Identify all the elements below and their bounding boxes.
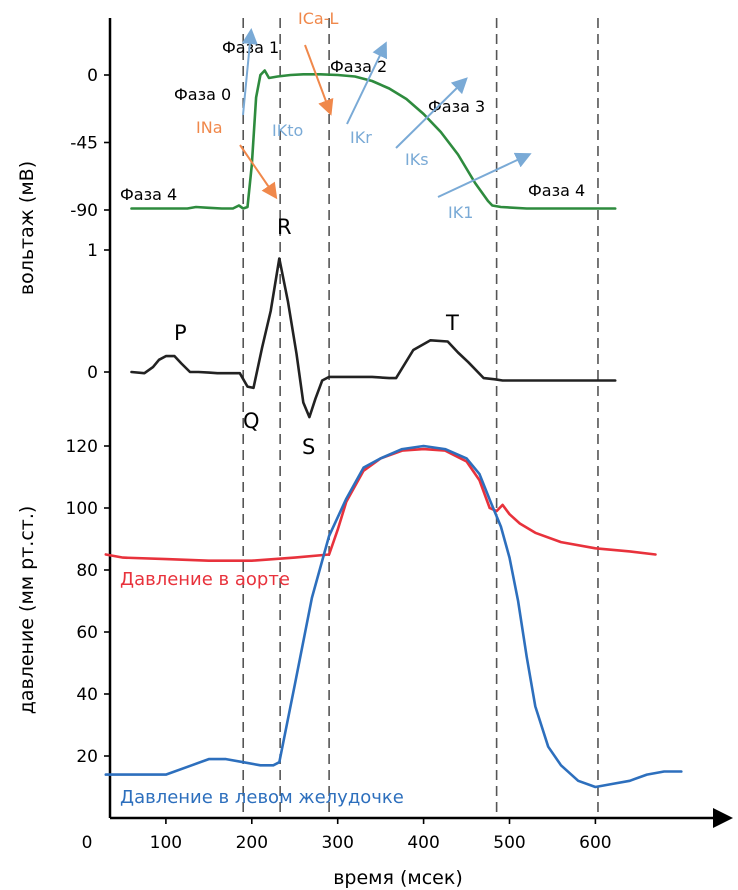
x-axis-title: время (мсек) bbox=[333, 867, 463, 889]
ventricular-pressure-label: Давление в левом желудочке bbox=[120, 787, 404, 808]
phase-label-5: Фаза 4 bbox=[528, 181, 585, 200]
ecg-line bbox=[130, 257, 617, 419]
ecg-tick-label: 0 bbox=[87, 363, 98, 383]
ion-label-ikto: IKto bbox=[272, 121, 303, 140]
pressure-tick-label: 60 bbox=[76, 623, 98, 643]
x-tick-label: 100 bbox=[150, 833, 182, 853]
ecg-tick-label: 1 bbox=[87, 241, 98, 261]
axes bbox=[104, 18, 733, 828]
aortic-pressure-label: Давление в аорте bbox=[120, 569, 290, 590]
pressure-tick-label: 40 bbox=[76, 685, 98, 705]
ecg-wave-t: T bbox=[445, 311, 459, 335]
pressure-tick-label: 120 bbox=[66, 437, 98, 457]
mv-tick-label: -90 bbox=[70, 201, 98, 221]
ion-arrow-ina bbox=[239, 144, 278, 200]
x-tick-label: 400 bbox=[407, 833, 439, 853]
mv-tick-label: 0 bbox=[87, 66, 98, 86]
phase-label-0: Фаза 0 bbox=[174, 85, 231, 104]
x-tick-label: 500 bbox=[493, 833, 525, 853]
annotations: Давление в аорте Давление в левом желудоч… bbox=[120, 9, 585, 808]
phase-label-4: Фаза 4 bbox=[120, 185, 177, 204]
x-tick-label: 0 bbox=[82, 833, 93, 853]
x-tick-label: 200 bbox=[236, 833, 268, 853]
ion-label-ica-l: ICa-L bbox=[298, 9, 338, 28]
mv-tick-label: -45 bbox=[70, 134, 98, 154]
voltage-axis-title: вольтаж (мВ) bbox=[16, 161, 38, 295]
ecg-wave-p: P bbox=[174, 321, 187, 345]
ion-arrow-ica-l bbox=[304, 44, 334, 116]
ecg-wave-r: R bbox=[277, 215, 292, 239]
ion-arrow-ik1 bbox=[437, 152, 532, 198]
ion-arrow-ikto bbox=[241, 28, 258, 116]
x-tick-label: 300 bbox=[321, 833, 353, 853]
ecg-wave-q: Q bbox=[243, 409, 260, 433]
ion-label-ina: INa bbox=[196, 118, 223, 137]
pressure-tick-label: 100 bbox=[66, 499, 98, 519]
action-potential-line bbox=[130, 69, 617, 210]
x-tick-label: 600 bbox=[579, 833, 611, 853]
pressure-tick-label: 20 bbox=[76, 747, 98, 767]
aortic-pressure-line bbox=[104, 447, 657, 562]
data-series bbox=[104, 69, 683, 789]
ion-label-iks: IKs bbox=[405, 150, 429, 169]
ion-arrow-ikr bbox=[346, 41, 388, 125]
ion-label-ik1: IK1 bbox=[448, 203, 473, 222]
pressure-tick-label: 80 bbox=[76, 561, 98, 581]
ventricular-pressure-line bbox=[104, 444, 683, 789]
phase-label-3: Фаза 3 bbox=[428, 97, 485, 116]
ion-label-ikr: IKr bbox=[350, 128, 372, 147]
tick-labels: 0 -45 -90 1 0 20 40 60 80 100 120 0 100 200 300 400 500 6… bbox=[16, 66, 612, 889]
pressure-axis-title: давление (мм рт.ст.) bbox=[16, 506, 38, 715]
phase-label-1: Фаза 1 bbox=[222, 38, 279, 57]
ion-arrow-iks bbox=[395, 77, 468, 149]
ecg-wave-s: S bbox=[302, 435, 315, 459]
